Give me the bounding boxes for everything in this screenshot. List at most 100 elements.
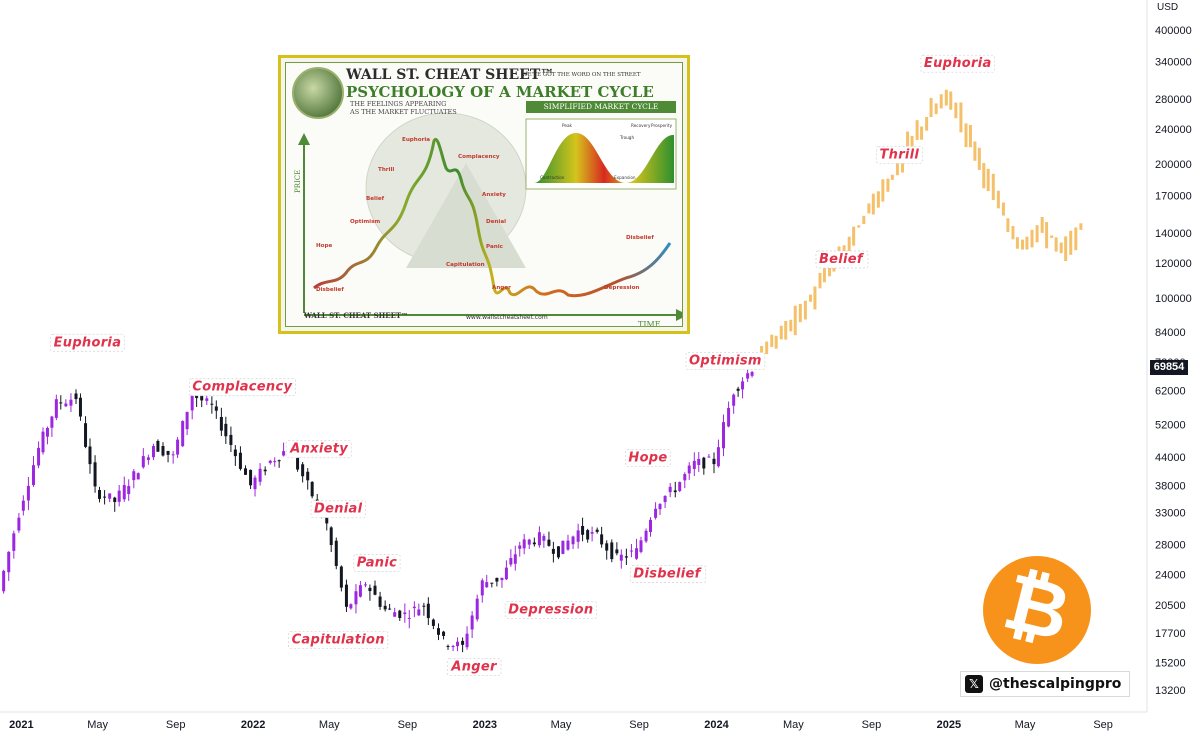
social-handle-badge[interactable]: 𝕏 @thescalpingpro	[960, 671, 1131, 697]
projection-bar	[906, 131, 910, 156]
candle	[176, 437, 180, 459]
candle	[45, 426, 49, 445]
currency-label: USD	[1157, 2, 1179, 13]
stage-hope: Hope	[316, 243, 333, 249]
candle-body	[412, 606, 416, 609]
candle-body	[354, 591, 358, 605]
candle-body	[238, 452, 242, 469]
candle-body	[64, 403, 68, 407]
price-axis-arrow-icon	[298, 133, 310, 145]
candle-body	[407, 617, 411, 619]
phase-label-box	[288, 630, 389, 649]
candles-layer	[2, 365, 754, 653]
candle-body	[59, 402, 63, 404]
candle-body	[605, 543, 609, 551]
phase-label-box	[920, 54, 995, 73]
candle	[185, 411, 189, 436]
candle	[629, 543, 633, 558]
phase-label-box	[285, 440, 352, 459]
projection-bar	[1069, 230, 1073, 255]
candle-body	[629, 550, 633, 552]
y-tick-label: 33000	[1155, 508, 1186, 520]
candle	[475, 594, 479, 622]
x-tick-label: May	[551, 719, 572, 731]
candle	[461, 637, 465, 653]
candle-body	[707, 456, 711, 458]
phase-label: Complacency	[189, 378, 296, 397]
candle-body	[98, 489, 102, 499]
candle-body	[117, 490, 121, 502]
candle-body	[702, 457, 706, 469]
candle	[716, 439, 720, 468]
projection-bar	[968, 124, 972, 148]
phase-label: Hope	[624, 449, 671, 467]
candle	[436, 623, 440, 641]
candle-body	[136, 473, 140, 480]
phase-annotations: Euphoria Complacency Anxiety Denial Panic Cap…	[50, 54, 995, 676]
projection-bar	[881, 179, 885, 202]
candle	[373, 580, 377, 596]
candle-body	[74, 393, 78, 400]
cheatsheet-panel: PRICE TIME	[285, 62, 683, 327]
candle	[74, 389, 78, 404]
phase-label-box	[446, 658, 502, 676]
candle-body	[500, 577, 504, 581]
projection-bar	[973, 141, 977, 161]
phase-label-text: Belief	[819, 252, 865, 267]
candle	[576, 523, 580, 549]
projection-bar	[1050, 235, 1054, 238]
stage-capitulation: Capitulation	[446, 262, 485, 268]
candle-body	[268, 460, 272, 463]
projection-bar	[1054, 237, 1058, 252]
candle-body	[358, 585, 362, 597]
candle-body	[663, 495, 667, 503]
candle	[571, 535, 575, 550]
candle-body	[446, 645, 450, 647]
projection-bar	[793, 305, 797, 336]
x-tick-label: 2024	[704, 719, 729, 731]
y-tick-label: 52000	[1155, 420, 1186, 432]
candle-body	[470, 615, 474, 630]
phase-label-text: Complacency	[192, 380, 292, 395]
projection-bar	[1006, 218, 1010, 233]
y-tick-label: 120000	[1155, 258, 1192, 270]
candle	[403, 603, 407, 623]
x-tick-label: Sep	[629, 719, 649, 731]
candle-body	[542, 536, 546, 541]
candle	[146, 454, 150, 465]
candle	[495, 577, 499, 587]
phase-label-text: Denial	[314, 502, 363, 517]
y-tick-label: 340000	[1155, 56, 1192, 68]
candle	[108, 493, 112, 503]
candle	[7, 551, 11, 581]
candle	[658, 503, 662, 515]
candle-body	[224, 423, 228, 437]
candle-body	[282, 451, 286, 456]
social-handle[interactable]: @thescalpingpro	[989, 676, 1122, 692]
y-tick-label: 17700	[1155, 628, 1186, 640]
candle	[339, 565, 343, 592]
candle-body	[461, 640, 465, 645]
candle-body	[571, 536, 575, 545]
candle-body	[649, 519, 653, 532]
phase-label-text: Euphoria	[54, 335, 122, 350]
projection-bar	[1011, 226, 1015, 240]
candle-body	[615, 549, 619, 554]
candle-body	[475, 598, 479, 620]
projection-bar	[890, 174, 894, 180]
candle	[31, 456, 35, 487]
candle-body	[17, 517, 21, 531]
candle	[456, 637, 460, 652]
phase-label-text: Optimism	[689, 353, 762, 368]
projection-bar	[886, 178, 890, 192]
candle-body	[566, 540, 570, 550]
candle	[417, 603, 421, 616]
candle	[556, 546, 560, 560]
candle	[282, 442, 286, 457]
market-cycle-cheatsheet: PRICE TIME	[278, 55, 690, 334]
candle-body	[12, 533, 16, 551]
x-tick-label: Sep	[1093, 719, 1113, 731]
candle-body	[21, 500, 25, 511]
simplified-cycle-title: SIMPLIFIED MARKET CYCLE	[526, 101, 676, 113]
candle-body	[45, 428, 49, 437]
